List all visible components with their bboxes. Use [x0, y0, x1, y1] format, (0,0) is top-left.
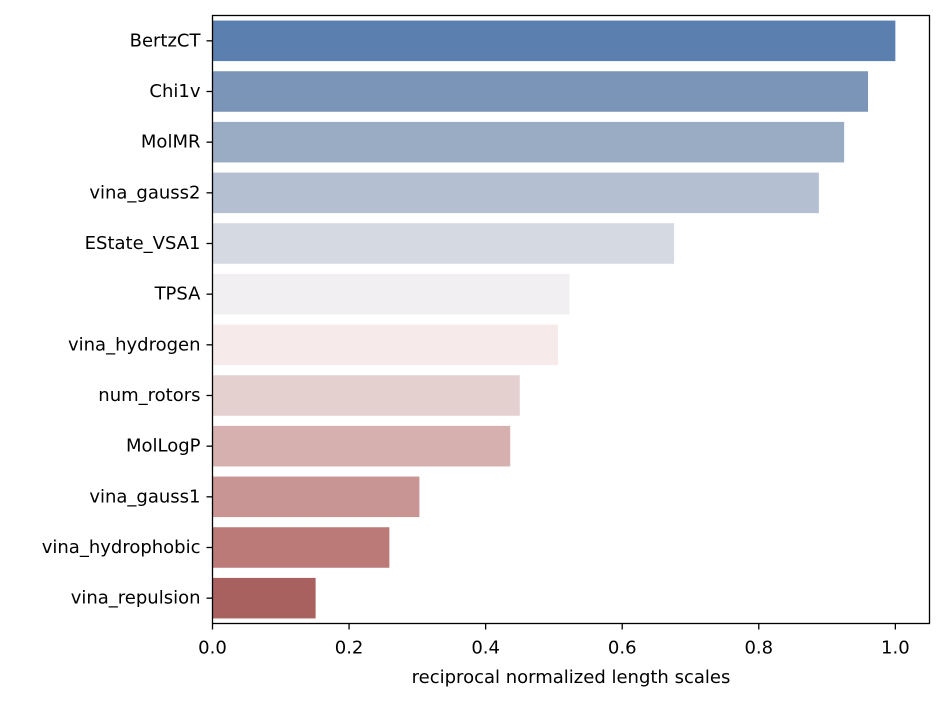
y-tick-label: num_rotors	[98, 385, 200, 406]
bar-vina-repulsion	[212, 577, 316, 619]
x-tick-label: 0.8	[744, 638, 773, 659]
y-tick-label: vina_gauss2	[89, 182, 200, 203]
x-tick-label: 0.6	[608, 638, 637, 659]
y-tick-label: vina_gauss1	[89, 486, 200, 507]
bar-mollogp	[212, 425, 511, 467]
bar-chi1v	[212, 71, 869, 112]
bars-group	[212, 20, 896, 619]
y-tick-label: BertzCT	[130, 30, 202, 51]
x-tick-label: 1.0	[881, 638, 910, 659]
y-tick-labels: BertzCT Chi1v MolMR vina_gauss2 EState_VSA1 T…	[42, 30, 213, 609]
y-tick-label: EState_VSA1	[85, 233, 201, 254]
bar-molmr	[212, 121, 845, 163]
y-tick-label: Chi1v	[149, 81, 200, 102]
plot-frame	[211, 14, 931, 625]
bar-vina-hydrogen	[212, 324, 559, 366]
x-ticks: 0.0 0.2 0.4 0.6 0.8 1.0	[198, 623, 910, 659]
y-tick-label: TPSA	[154, 284, 202, 305]
x-tick-label: 0.4	[471, 638, 500, 659]
y-tick-label: vina_hydrogen	[68, 334, 201, 355]
bar-vina-hydrophobic	[212, 527, 390, 568]
bar-vina-gauss1	[212, 476, 420, 518]
x-tick-label: 0.2	[335, 638, 364, 659]
bar-bertzct	[212, 20, 896, 62]
y-tick-label: MolMR	[141, 132, 201, 153]
bar-estate-vsa1	[212, 223, 675, 264]
x-tick-label: 0.0	[198, 638, 227, 659]
x-axis-title: reciprocal normalized length scales	[412, 667, 731, 688]
bar-num-rotors	[212, 375, 520, 416]
bar-vina-gauss2	[212, 172, 819, 214]
y-tick-label: MolLogP	[126, 436, 201, 457]
y-tick-label: vina_hydrophobic	[42, 537, 201, 558]
y-tick-label: vina_repulsion	[71, 588, 201, 609]
bar-tpsa	[212, 273, 570, 315]
